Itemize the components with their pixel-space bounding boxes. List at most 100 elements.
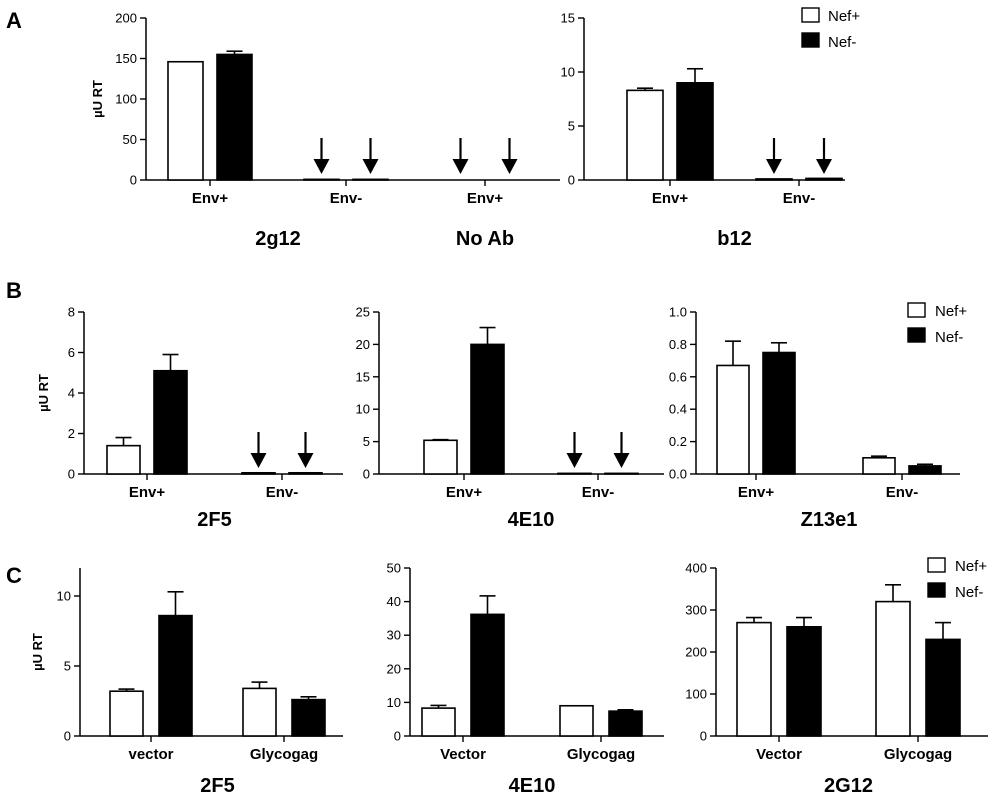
y-tick-label: 10 [561, 65, 575, 80]
y-tick-label: 20 [387, 661, 401, 676]
y-axis-label: µU RT [90, 80, 105, 118]
bar-nef-minus [470, 613, 505, 737]
panel-letter-c: C [6, 563, 22, 588]
category-label: Env- [266, 484, 299, 501]
bar-nef-minus [158, 614, 193, 737]
y-tick-label: 25 [356, 305, 370, 320]
y-tick-label: 40 [387, 594, 401, 609]
category-label: Glycogag [567, 746, 635, 763]
chart-c: 0 5 10 µU RT vector Glycogag 2F5 [30, 568, 343, 797]
bar-nef-minus [786, 625, 822, 737]
legend-swatch-nef-minus [907, 327, 926, 343]
bar-nef-minus [805, 177, 843, 181]
y-tick-label: 0 [394, 729, 401, 744]
y-tick-label: 5 [64, 659, 71, 674]
y-axis-label: µU RT [30, 633, 45, 671]
bar-nef-minus [291, 698, 326, 737]
bar-nef-plus [109, 690, 144, 737]
legend-label-nef-plus: Nef+ [955, 558, 987, 575]
y-tick-label: 15 [356, 369, 370, 384]
bar-nef-plus [241, 471, 276, 475]
group-label: Z13e1 [801, 509, 858, 531]
chart-c2: 0 10 20 30 40 50 Vector Glycogag 4E10 [387, 561, 664, 797]
y-tick-label: 150 [115, 51, 137, 66]
bar-nef-plus [421, 707, 456, 737]
arrow-head [297, 453, 314, 468]
legend-label-nef-minus: Nef- [935, 329, 963, 346]
group-label: 2g12 [255, 228, 301, 250]
category-label: Glycogag [250, 746, 318, 763]
y-tick-label: 30 [387, 628, 401, 643]
category-label: Vector [440, 746, 486, 763]
y-tick-label: 0 [568, 173, 575, 188]
y-tick-label: 0.8 [669, 337, 687, 352]
panel-letter-b: B [6, 278, 22, 303]
bar-nef-plus [862, 456, 896, 475]
group-label: b12 [717, 228, 751, 250]
legend-label-nef-plus: Nef+ [828, 8, 860, 25]
y-tick-label: 0 [68, 467, 75, 482]
bar-nef-minus [762, 351, 796, 475]
bar-nef-minus [216, 53, 253, 181]
bar-nef-minus [604, 472, 639, 475]
group-label: 2F5 [197, 509, 231, 531]
legend-swatch-nef-minus [927, 582, 946, 598]
y-tick-label: 0 [130, 173, 137, 188]
bar-nef-plus [242, 687, 277, 737]
y-tick-label: 4 [68, 386, 75, 401]
chart-a: 0 50 100 150 200 µU RT Env+ Env- Env+ 2g12 No Ab [90, 11, 560, 250]
legend-panel-c: Nef+ Nef- [927, 557, 987, 601]
y-tick-label: 200 [115, 11, 137, 26]
group-label: 4E10 [508, 509, 555, 531]
arrow-head [452, 159, 469, 174]
category-label: Env- [886, 484, 919, 501]
y-tick-label: 2 [68, 426, 75, 441]
y-tick-label: 0.6 [669, 369, 687, 384]
category-label: Vector [756, 746, 802, 763]
arrow-head [313, 159, 330, 174]
y-tick-label: 0 [64, 729, 71, 744]
category-label: Env+ [467, 190, 504, 207]
category-label: Env- [582, 484, 615, 501]
bar-nef-plus [755, 178, 793, 181]
category-label: Env+ [129, 484, 166, 501]
y-tick-label: 0.0 [669, 467, 687, 482]
bar-nef-minus [153, 369, 188, 475]
bar-nef-plus [559, 704, 594, 737]
category-label: Env- [783, 190, 816, 207]
y-tick-label: 50 [123, 132, 137, 147]
chart-b2: 0 5 10 15 20 25 Env+ Env- 4E10 [356, 305, 664, 531]
y-tick-label: 1.0 [669, 305, 687, 320]
bar-nef-minus [608, 710, 643, 737]
category-label: Glycogag [884, 746, 952, 763]
bar-nef-plus [736, 621, 772, 737]
bar-nef-plus [875, 600, 911, 737]
bar-nef-minus [352, 178, 389, 181]
y-tick-label: 100 [115, 92, 137, 107]
bar-nef-plus [626, 89, 664, 181]
group-label: 2G12 [824, 775, 873, 797]
panel-letter-a: A [6, 8, 22, 33]
category-label: Env- [330, 190, 363, 207]
chart-b: 0 2 4 6 8 µU RT Env+ Env- 2F5 [36, 305, 343, 531]
legend-label-nef-minus: Nef- [955, 584, 983, 601]
group-label: 4E10 [509, 775, 556, 797]
bar-nef-minus [908, 465, 942, 475]
group-label: 2F5 [200, 775, 234, 797]
legend-panel-a: Nef+ Nef- [801, 7, 860, 51]
legend-swatch-nef-minus [801, 32, 820, 48]
chart-a2: 0 5 10 15 Env+ Env-b12 [561, 11, 845, 250]
y-tick-label: 0 [363, 467, 370, 482]
y-tick-label: 15 [561, 11, 575, 26]
legend-swatch-nef-plus [801, 7, 820, 23]
category-label: Env+ [652, 190, 689, 207]
y-tick-label: 6 [68, 345, 75, 360]
y-tick-label: 0 [700, 729, 707, 744]
arrow-head [613, 453, 630, 468]
bar-nef-plus [716, 364, 750, 475]
y-tick-label: 10 [387, 695, 401, 710]
y-tick-label: 200 [685, 645, 707, 660]
category-label: vector [128, 746, 173, 763]
